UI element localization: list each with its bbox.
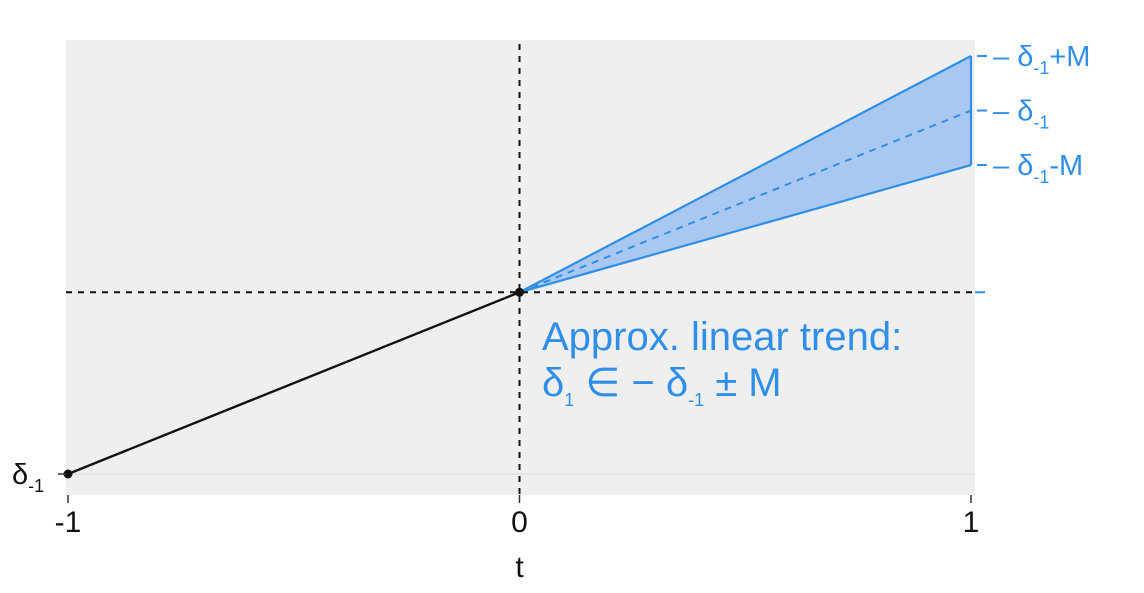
annotation-line-1: Approx. linear trend:	[542, 315, 902, 359]
x-tick-label-1: 0	[511, 506, 528, 539]
right-label-2: – δ-1-M	[993, 150, 1083, 187]
band-upper-line	[518, 55, 972, 294]
annotation-line-2: δ1 ∈ − δ-1 ± M	[542, 361, 782, 410]
x-tick-label-0: -1	[55, 506, 82, 539]
right-label-1: – δ-1	[993, 96, 1049, 133]
point-start	[63, 469, 73, 479]
center-trend-line	[519, 109, 972, 294]
band-lower-line	[519, 163, 972, 294]
x-axis-title: t	[515, 551, 524, 584]
observed-line	[67, 291, 520, 476]
y-label-lower: δ-1	[12, 459, 44, 496]
point-origin	[515, 287, 524, 297]
right-label-0: – δ-1+M	[993, 41, 1090, 78]
x-tick-label-2: 1	[963, 506, 980, 539]
